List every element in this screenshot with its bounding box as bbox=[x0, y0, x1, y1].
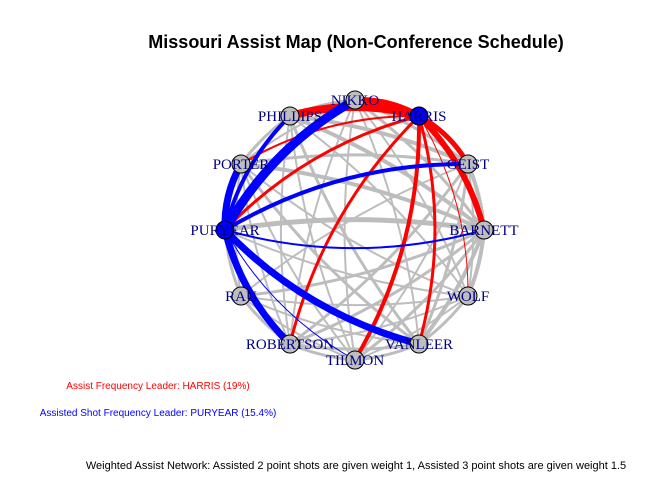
edge-barnett-rau bbox=[239, 228, 486, 298]
node-circle-rau bbox=[231, 286, 251, 306]
node-circle-vanleer bbox=[409, 334, 429, 354]
edge-nikko-tilmon bbox=[343, 99, 356, 361]
edge-puryear-tilmon bbox=[224, 229, 356, 361]
edge-puryear-barnett bbox=[224, 229, 485, 250]
node-barnett: BARNETT bbox=[449, 220, 519, 240]
node-porter: PORTER bbox=[213, 154, 270, 174]
node-vanleer: VANLEER bbox=[385, 334, 453, 354]
node-circle-tilmon bbox=[345, 350, 365, 370]
edge-porter-vanleer bbox=[239, 162, 421, 346]
node-circle-nikko bbox=[345, 90, 365, 110]
edge-wolf-tilmon bbox=[354, 295, 469, 361]
edge-porter-geist bbox=[239, 153, 470, 166]
node-phillips: PHILLIPS bbox=[258, 106, 322, 126]
edge-puryear-robertson bbox=[221, 226, 294, 348]
node-circle-barnett bbox=[474, 220, 494, 240]
edge-harris-vanleer bbox=[417, 114, 437, 346]
edge-layer bbox=[220, 95, 487, 362]
edge-phillips-wolf bbox=[289, 115, 469, 297]
edge-harris-barnett bbox=[416, 113, 487, 233]
node-label-tilmon: TILMON bbox=[326, 353, 384, 369]
edge-porter-wolf bbox=[240, 163, 469, 297]
chart-title: Missouri Assist Map (Non-Conference Sche… bbox=[148, 32, 563, 52]
edge-barnett-robertson bbox=[288, 228, 486, 346]
node-layer: NIKKO HARRIS GEIST BARNETT WOLF VANLEERTILMON… bbox=[190, 90, 519, 370]
edge-puryear-geist bbox=[223, 161, 470, 232]
node-label-barnett: BARNETT bbox=[449, 223, 518, 239]
assist-leader-legend: Assist Frequency Leader: HARRIS (19%) bbox=[66, 381, 249, 392]
assisted-leader-legend: Assisted Shot Frequency Leader: PURYEAR … bbox=[40, 408, 277, 419]
edge-nikko-wolf bbox=[354, 99, 469, 297]
edge-barnett-vanleer bbox=[417, 228, 486, 346]
edge-geist-robertson bbox=[288, 162, 470, 346]
node-harris: HARRIS bbox=[391, 106, 447, 126]
edge-puryear-vanleer bbox=[221, 226, 423, 348]
node-circle-phillips bbox=[280, 106, 300, 126]
edge-barnett-puryear bbox=[222, 217, 487, 233]
node-label-nikko: NIKKO bbox=[331, 93, 379, 109]
edge-tilmon-rau bbox=[240, 295, 356, 361]
node-geist: GEIST bbox=[447, 154, 490, 174]
edge-puryear-nikko bbox=[220, 95, 360, 235]
edge-harris-wolf bbox=[418, 115, 469, 297]
node-label-porter: PORTER bbox=[213, 157, 270, 173]
node-circle-porter bbox=[231, 154, 251, 174]
node-puryear: PURYEAR bbox=[190, 220, 260, 240]
node-circle-puryear bbox=[215, 220, 235, 240]
node-label-puryear: PURYEAR bbox=[190, 223, 259, 239]
edge-puryear-phillips bbox=[223, 114, 292, 232]
edge-puryear-wolf bbox=[224, 229, 469, 297]
node-label-harris: HARRIS bbox=[391, 109, 446, 125]
node-tilmon: TILMON bbox=[326, 350, 384, 370]
node-circle-wolf bbox=[458, 286, 478, 306]
node-label-phillips: PHILLIPS bbox=[258, 109, 322, 125]
node-label-rau: RAU bbox=[225, 289, 257, 305]
node-circle-geist bbox=[458, 154, 478, 174]
node-circle-robertson bbox=[280, 334, 300, 354]
edge-wolf-rau bbox=[240, 295, 469, 307]
node-circle-harris bbox=[409, 106, 429, 126]
edge-harris-robertson bbox=[288, 114, 421, 346]
edge-phillips-robertson bbox=[279, 115, 291, 345]
edge-barnett-tilmon bbox=[353, 228, 486, 362]
node-label-robertson: ROBERTSON bbox=[246, 337, 334, 353]
node-wolf: WOLF bbox=[447, 286, 490, 306]
network-caption: Weighted Assist Network: Assisted 2 poin… bbox=[86, 460, 626, 472]
node-rau: RAU bbox=[225, 286, 257, 306]
node-label-wolf: WOLF bbox=[447, 289, 490, 305]
edge-vanleer-robertson bbox=[288, 342, 421, 351]
node-label-vanleer: VANLEER bbox=[385, 337, 453, 353]
node-nikko: NIKKO bbox=[331, 90, 379, 110]
node-robertson: ROBERTSON bbox=[246, 334, 334, 354]
edge-harris-puryear bbox=[223, 114, 421, 232]
node-label-geist: GEIST bbox=[447, 157, 490, 173]
